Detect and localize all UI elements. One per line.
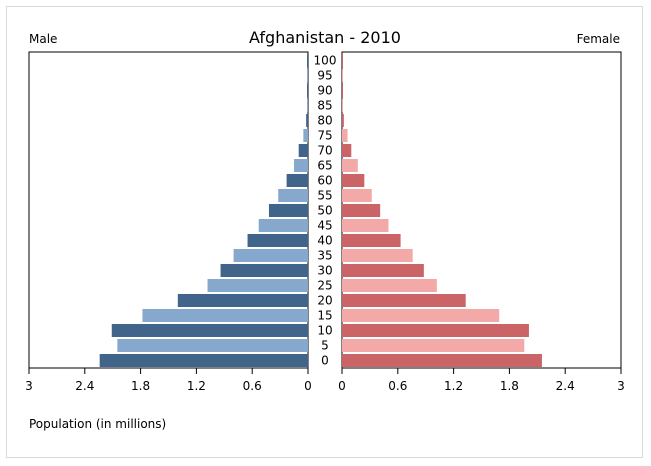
population-pyramid-chart: Afghanistan - 2010 Male Female 051015202… [25, 28, 625, 431]
age-label-30: 30 [317, 264, 332, 278]
male-bar-age-90 [307, 84, 308, 97]
x-tick-label: 0 [338, 379, 346, 393]
x-tick-label: 0.6 [243, 379, 262, 393]
female-bar-age-50 [342, 204, 381, 217]
x-tick-label: 1.2 [187, 379, 206, 393]
age-label-65: 65 [317, 159, 332, 173]
male-bar-age-60 [286, 174, 308, 187]
male-bar-age-95 [307, 69, 308, 82]
age-label-80: 80 [317, 114, 332, 128]
male-bar-age-0 [99, 354, 309, 367]
male-bar-age-70 [298, 144, 308, 157]
age-label-20: 20 [317, 294, 332, 308]
age-label-45: 45 [317, 219, 332, 233]
female-bar-age-70 [342, 144, 352, 157]
female-label: Female [577, 32, 620, 46]
x-tick-label: 1.8 [500, 379, 519, 393]
age-label-35: 35 [317, 249, 332, 263]
male-bar-age-100 [307, 54, 308, 67]
female-bar-age-20 [342, 294, 466, 307]
male-bar-age-75 [303, 129, 308, 142]
male-bar-age-65 [294, 159, 308, 172]
male-bar-age-45 [258, 219, 308, 232]
female-bar-age-35 [342, 249, 413, 262]
age-label-70: 70 [317, 144, 332, 158]
female-bar-age-90 [342, 84, 343, 97]
x-tick-label: 0.6 [388, 379, 407, 393]
male-bar-age-25 [207, 279, 308, 292]
age-label-40: 40 [317, 234, 332, 248]
male-bar-age-5 [117, 339, 308, 352]
female-bar-age-40 [342, 234, 401, 247]
x-tick-label: 1.8 [131, 379, 150, 393]
age-label-50: 50 [317, 204, 332, 218]
male-bar-age-35 [233, 249, 308, 262]
age-label-95: 95 [317, 69, 332, 83]
male-bar-age-55 [278, 189, 308, 202]
chart-title: Afghanistan - 2010 [249, 28, 401, 47]
x-tick-label: 2.4 [556, 379, 575, 393]
female-bar-age-85 [342, 99, 343, 112]
female-bar-age-75 [342, 129, 348, 142]
x-tick-label: 2.4 [75, 379, 94, 393]
x-tick-label: 0 [304, 379, 312, 393]
age-label-0: 0 [321, 354, 329, 368]
age-label-15: 15 [317, 309, 332, 323]
female-bar-age-65 [342, 159, 358, 172]
female-bar-age-5 [342, 339, 525, 352]
female-bar-age-15 [342, 309, 500, 322]
male-bar-age-50 [268, 204, 308, 217]
male-bar-age-85 [307, 99, 308, 112]
age-label-60: 60 [317, 174, 332, 188]
female-bars [342, 54, 542, 367]
male-bar-age-40 [247, 234, 308, 247]
female-bar-age-0 [342, 354, 542, 367]
female-bar-age-95 [342, 69, 343, 82]
female-bar-age-25 [342, 279, 437, 292]
age-label-75: 75 [317, 129, 332, 143]
female-bar-age-10 [342, 324, 529, 337]
age-label-5: 5 [321, 339, 329, 353]
x-tick-label: 3 [617, 379, 625, 393]
x-tick-label: 3 [25, 379, 33, 393]
male-bar-age-20 [177, 294, 308, 307]
male-bar-age-80 [306, 114, 308, 127]
male-label: Male [29, 32, 57, 46]
age-label-85: 85 [317, 99, 332, 113]
age-label-10: 10 [317, 324, 332, 338]
x-tick-label: 1.2 [444, 379, 463, 393]
female-bar-age-45 [342, 219, 389, 232]
female-bar-age-80 [342, 114, 344, 127]
chart-frame: Afghanistan - 2010 Male Female 0 5 10 15 20 2… [6, 6, 643, 458]
x-axis-ticks: 3 2.4 1.8 1.2 0.6 0 0 0.6 1.2 1.8 2.4 3 [25, 368, 625, 393]
age-labels: 0510152025303540455055606570758085909510… [314, 54, 337, 368]
female-bar-age-55 [342, 189, 372, 202]
male-bar-age-15 [142, 309, 308, 322]
male-bar-age-30 [220, 264, 308, 277]
male-bars [99, 54, 309, 367]
male-bar-age-10 [111, 324, 309, 337]
age-label-55: 55 [317, 189, 332, 203]
female-bar-age-60 [342, 174, 365, 187]
age-label-100: 100 [314, 54, 337, 68]
age-label-25: 25 [317, 279, 332, 293]
x-axis-label: Population (in millions) [29, 417, 166, 431]
female-bar-age-100 [342, 54, 343, 67]
age-label-90: 90 [317, 84, 332, 98]
female-bar-age-30 [342, 264, 424, 277]
